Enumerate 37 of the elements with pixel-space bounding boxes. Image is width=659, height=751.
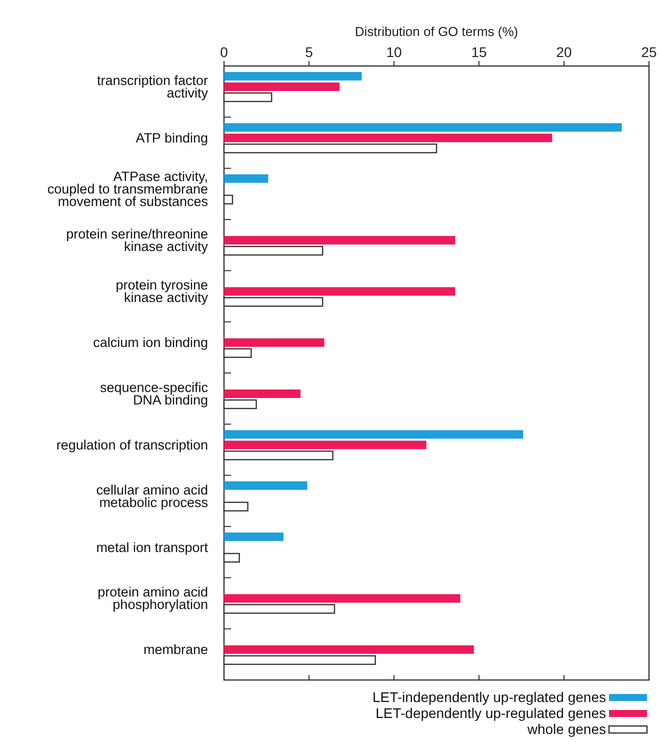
x-tick-label: 0 [220, 44, 228, 60]
y-tick-label: transcription factor activity [96, 73, 209, 100]
y-tick-label: metal ion transport [96, 540, 208, 555]
legend-label: whole genes [526, 721, 606, 737]
y-tick-label: protein serine/threonine kinase activity [66, 226, 208, 254]
x-tick-label: 10 [386, 44, 402, 60]
bar [224, 134, 552, 142]
y-tick-label: regulation of transcription [56, 437, 208, 452]
legend-label: LET-independently up-reglated genes [372, 689, 606, 705]
y-tick-label: protein amino acid phosphorylation [98, 584, 208, 612]
bar [224, 430, 524, 439]
y-tick-label: protein tyrosine kinase activity [116, 278, 208, 306]
x-tick-label: 15 [471, 44, 487, 60]
bar [224, 645, 474, 654]
bar [224, 594, 460, 603]
x-tick-label: 25 [641, 44, 657, 60]
bar [224, 338, 324, 347]
bar [224, 481, 308, 490]
y-tick-label: ATP binding [136, 130, 208, 146]
bar [224, 440, 426, 450]
bar [224, 72, 362, 80]
bar [224, 123, 622, 132]
bar [224, 287, 456, 296]
x-tick-label: 20 [556, 44, 572, 60]
legend-label: LET-dependently up-regulated genes [376, 705, 606, 721]
x-axis-title: Distribution of GO terms (%) [354, 24, 518, 39]
y-tick-label: membrane [143, 642, 208, 658]
bar [224, 82, 340, 91]
y-tick-label: cellular amino acid metabolic process [96, 482, 208, 510]
y-tick-label: sequence-specific DNA binding [100, 380, 208, 408]
bar [224, 174, 268, 183]
y-tick-label: calcium ion binding [93, 335, 208, 350]
x-tick-label: 5 [305, 44, 314, 60]
bar [224, 532, 284, 541]
y-tick-label: ATPase activity, coupled to transmembrane movement of substances [47, 169, 208, 210]
bar [224, 236, 456, 244]
bar [224, 390, 300, 398]
